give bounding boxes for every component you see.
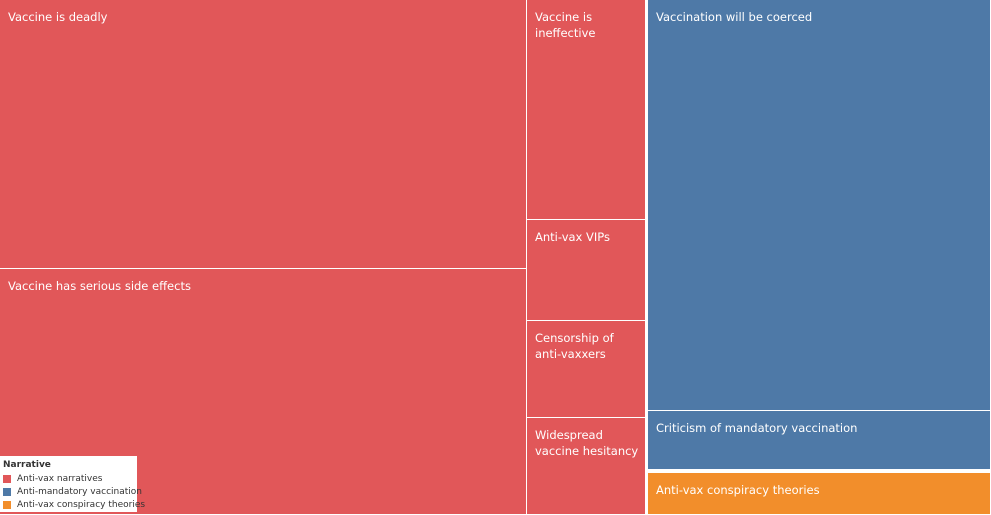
legend-item-anti-mandatory-vaccination[interactable]: Anti-mandatory vaccination (3, 485, 142, 498)
legend-title: Narrative (3, 460, 51, 470)
treemap-tile-label: Vaccination will be coerced (656, 10, 813, 24)
treemap-tile-label: Anti-vax VIPs (535, 230, 610, 244)
legend-label: Anti-vax narratives (17, 473, 103, 484)
treemap-tile-label: Criticism of mandatory vaccination (656, 421, 858, 435)
treemap-tile-widespread-vaccine-hesitancy[interactable]: Widespread vaccine hesitancy (527, 418, 646, 515)
treemap-tile-censorship-of-anti-vaxxers[interactable]: Censorship of anti-vaxxers (527, 321, 646, 418)
treemap-tile-label: Vaccine is ineffective (535, 10, 596, 40)
legend-swatch (3, 474, 11, 483)
treemap-tile-label: Anti-vax conspiracy theories (656, 483, 820, 497)
treemap-tile-label: Vaccine has serious side effects (8, 279, 191, 293)
treemap-tile-vaccine-is-ineffective[interactable]: Vaccine is ineffective (527, 0, 646, 220)
legend: Narrative Anti-vax narratives Anti-manda… (0, 456, 145, 512)
treemap-tile-label: Censorship of anti-vaxxers (535, 331, 614, 361)
treemap-tile-anti-vax-conspiracy-theories[interactable]: Anti-vax conspiracy theories (648, 473, 991, 515)
treemap-tile-vaccine-is-deadly[interactable]: Vaccine is deadly (0, 0, 527, 269)
legend-label: Anti-vax conspiracy theories (17, 499, 146, 510)
legend-swatch (3, 487, 11, 496)
treemap-tile-criticism-of-mandatory-vaccination[interactable]: Criticism of mandatory vaccination (648, 411, 991, 470)
legend-item-anti-vax-narratives[interactable]: Anti-vax narratives (3, 472, 137, 485)
legend-item-anti-vax-conspiracy-theories[interactable]: Anti-vax conspiracy theories (3, 498, 145, 511)
legend-label: Anti-mandatory vaccination (17, 486, 142, 497)
treemap-tile-label: Vaccine is deadly (8, 10, 108, 24)
treemap-tile-label: Widespread vaccine hesitancy (535, 428, 639, 458)
legend-swatch (3, 500, 11, 509)
treemap-tile-anti-vax-vips[interactable]: Anti-vax VIPs (527, 220, 646, 321)
treemap-tile-vaccination-will-be-coerced[interactable]: Vaccination will be coerced (648, 0, 991, 411)
